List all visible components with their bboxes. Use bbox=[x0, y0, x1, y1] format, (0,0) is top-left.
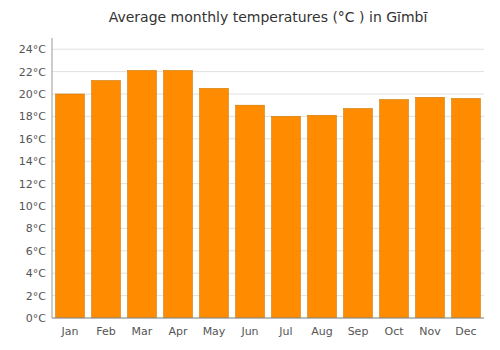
y-tick-label: 6°C bbox=[26, 245, 46, 258]
chart-container: Average monthly temperatures (°C ) in Gī… bbox=[0, 0, 500, 350]
y-tick-label: 18°C bbox=[19, 110, 46, 123]
bar bbox=[308, 115, 337, 318]
x-tick-label: Nov bbox=[419, 325, 441, 338]
bar bbox=[272, 116, 301, 318]
x-tick-label: Jul bbox=[278, 325, 292, 338]
x-tick-label: Jan bbox=[61, 325, 79, 338]
y-axis-line bbox=[52, 38, 53, 318]
x-tick-label: May bbox=[203, 325, 226, 338]
bar bbox=[236, 105, 265, 318]
x-tick-label: Dec bbox=[455, 325, 476, 338]
y-tick-label: 8°C bbox=[26, 222, 46, 235]
bar bbox=[56, 94, 85, 318]
x-tick-label: Apr bbox=[168, 325, 188, 338]
bar bbox=[380, 100, 409, 318]
bar bbox=[452, 98, 481, 318]
y-tick-label: 4°C bbox=[26, 267, 46, 280]
x-tick-label: Feb bbox=[96, 325, 115, 338]
x-tick-label: Sep bbox=[348, 325, 369, 338]
y-tick-label: 24°C bbox=[19, 43, 46, 56]
y-tick-label: 12°C bbox=[19, 178, 46, 191]
bar bbox=[344, 109, 373, 318]
x-tick-label: Aug bbox=[311, 325, 332, 338]
y-tick-label: 2°C bbox=[26, 290, 46, 303]
y-tick-label: 10°C bbox=[19, 200, 46, 213]
chart: Average monthly temperatures (°C ) in Gī… bbox=[0, 0, 500, 350]
y-tick-label: 0°C bbox=[26, 312, 46, 325]
bar bbox=[128, 70, 157, 318]
bar bbox=[416, 97, 445, 318]
y-tick-label: 22°C bbox=[19, 66, 46, 79]
title: Average monthly temperatures (°C ) in Gī… bbox=[109, 9, 428, 25]
bars bbox=[56, 70, 481, 318]
y-axis: 0°C 2°C 4°C 6°C 8°C 10°C 12°C 14°C 16°C 18°C 20°C 2… bbox=[19, 43, 484, 325]
grid-line bbox=[52, 318, 484, 319]
y-tick-label: 14°C bbox=[19, 155, 46, 168]
y-tick-label: 20°C bbox=[19, 88, 46, 101]
x-axis-line bbox=[52, 318, 484, 319]
x-tick-label: Jun bbox=[240, 325, 258, 338]
bar bbox=[200, 88, 229, 318]
grid-line bbox=[52, 71, 484, 72]
grid-line bbox=[52, 49, 484, 50]
x-axis: Jan Feb Mar Apr May Jun Jul Aug Sep Oct Nov Dec bbox=[61, 325, 477, 338]
x-tick-label: Mar bbox=[132, 325, 153, 338]
x-tick-label: Oct bbox=[384, 325, 404, 338]
y-tick-label: 16°C bbox=[19, 133, 46, 146]
bar bbox=[92, 81, 121, 318]
bar bbox=[164, 70, 193, 318]
